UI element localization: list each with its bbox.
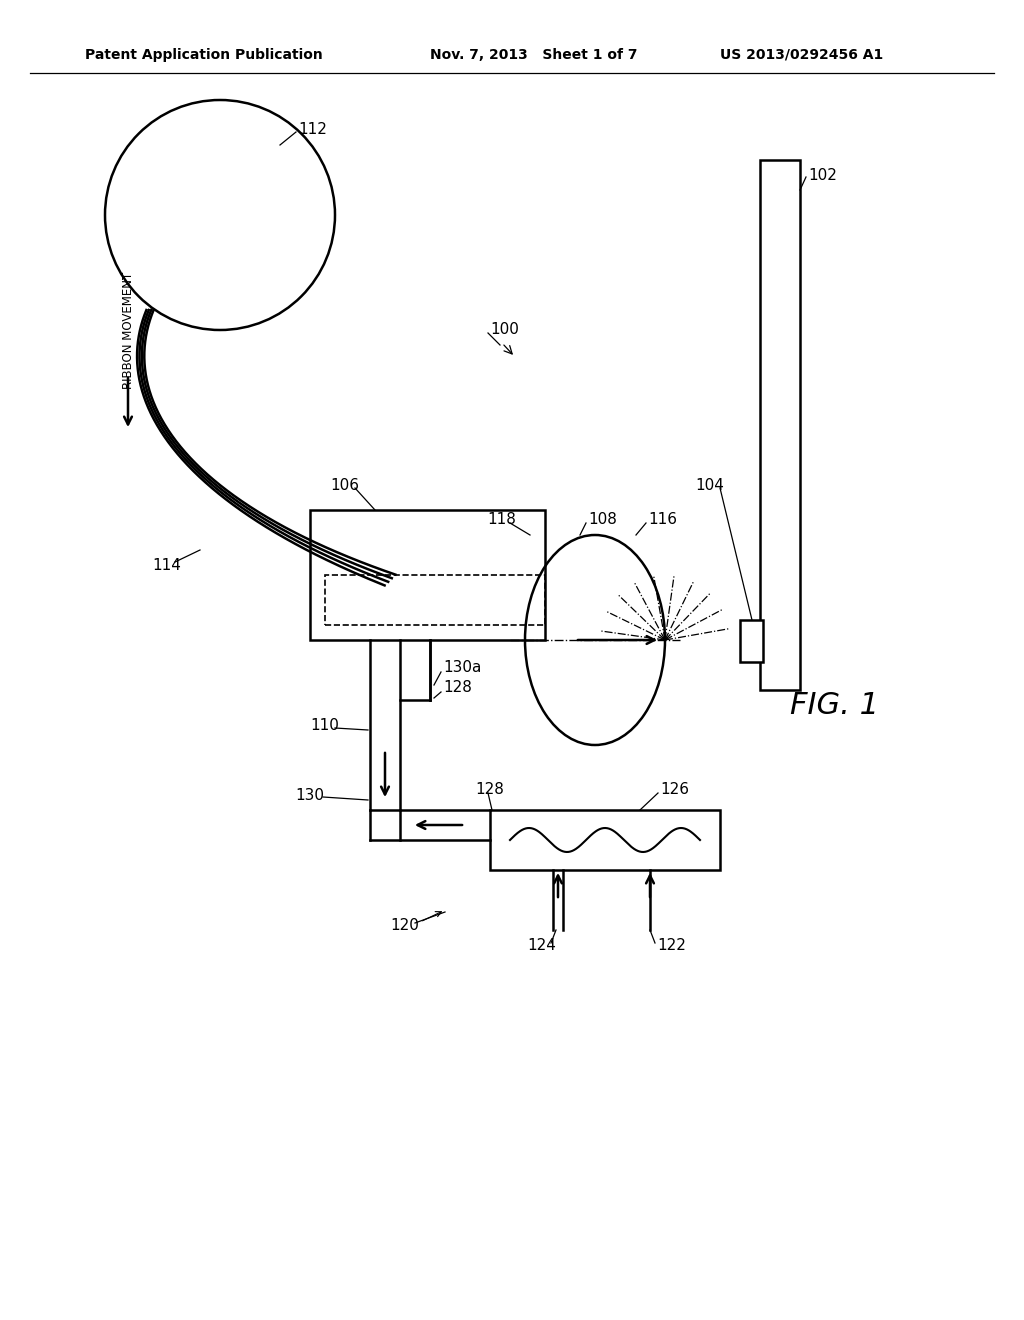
Bar — [490, 810, 720, 870]
Text: Nov. 7, 2013   Sheet 1 of 7: Nov. 7, 2013 Sheet 1 of 7 — [430, 48, 638, 62]
Text: 110: 110 — [310, 718, 339, 733]
Text: 118: 118 — [487, 512, 516, 528]
Text: 128: 128 — [443, 681, 472, 696]
Text: Patent Application Publication: Patent Application Publication — [85, 48, 323, 62]
Text: 126: 126 — [660, 783, 689, 797]
Text: 120: 120 — [390, 917, 419, 932]
Text: 106: 106 — [330, 478, 359, 492]
Text: 100: 100 — [490, 322, 519, 338]
Text: 122: 122 — [657, 937, 686, 953]
Bar — [310, 510, 545, 640]
Text: 128: 128 — [475, 783, 504, 797]
Text: 108: 108 — [588, 512, 616, 528]
Text: 112: 112 — [298, 123, 327, 137]
Text: 114: 114 — [152, 557, 181, 573]
Text: 104: 104 — [695, 478, 724, 492]
Bar — [325, 576, 545, 624]
Text: US 2013/0292456 A1: US 2013/0292456 A1 — [720, 48, 884, 62]
Bar — [740, 620, 763, 663]
Text: 102: 102 — [808, 168, 837, 182]
Text: RIBBON MOVEMENT: RIBBON MOVEMENT — [122, 272, 134, 388]
Text: 130a: 130a — [443, 660, 481, 676]
Text: FIG. 1: FIG. 1 — [790, 690, 879, 719]
Text: 116: 116 — [648, 512, 677, 528]
Bar — [760, 160, 800, 690]
Text: 130: 130 — [295, 788, 324, 803]
Text: 124: 124 — [527, 937, 556, 953]
